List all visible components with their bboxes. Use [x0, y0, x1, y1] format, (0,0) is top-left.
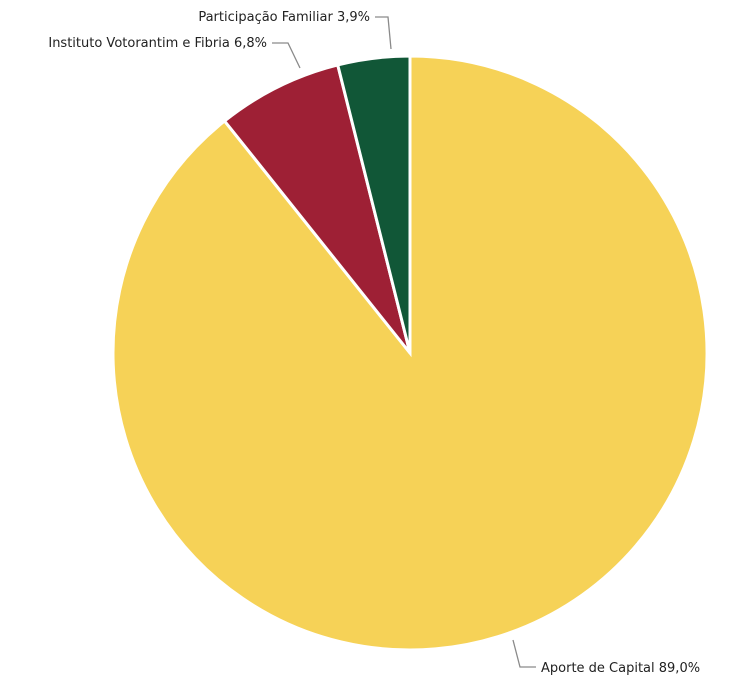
slice-label-aporte-de-capital: Aporte de Capital 89,0%	[541, 661, 700, 676]
leader-line-aporte-de-capital	[512, 639, 536, 668]
pie-slice-participacao-familiar	[335, 54, 412, 354]
slice-label-participacao-familiar: Participação Familiar 3,9%	[198, 10, 370, 25]
leader-lines	[272, 16, 536, 668]
pie-slice-instituto-votorantim-e-fibria	[222, 63, 412, 354]
slice-labels: Aporte de Capital 89,0% Instituto Votoran…	[48, 10, 700, 676]
leader-line-participacao-familiar	[375, 16, 392, 50]
leader-line-instituto-votorantim-e-fibria	[272, 42, 301, 69]
slice-label-instituto-votorantim-e-fibria: Instituto Votorantim e Fibria 6,8%	[48, 36, 267, 51]
pie-slices	[111, 54, 709, 652]
